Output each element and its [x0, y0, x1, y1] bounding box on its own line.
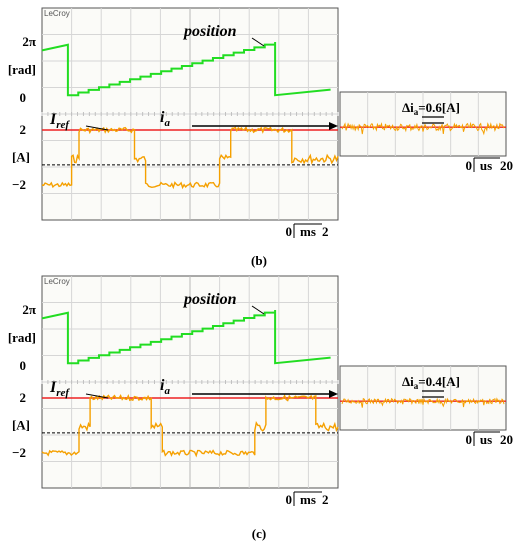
iref-label-sub: ref	[56, 119, 70, 131]
ia-label-sub: a	[164, 385, 170, 397]
iref-arrow	[85, 393, 109, 399]
ia-label-sub: a	[164, 117, 170, 129]
delta-ia-sub: a	[414, 107, 419, 117]
ia-label-main: i	[160, 377, 165, 394]
zoom-time-zero: 0	[466, 158, 473, 173]
position-axis-unit-label: [rad]	[8, 62, 36, 77]
current-axis-bottom-label: −2	[12, 177, 26, 192]
iref-arrow	[85, 125, 109, 131]
zoom-arrow-head	[329, 390, 338, 398]
position-series-label: position	[182, 291, 237, 308]
position-label-arrow	[251, 305, 265, 315]
current-axis-unit-label: [A]	[12, 150, 30, 165]
ia-label: ia	[160, 377, 170, 397]
zoom-current-line	[341, 397, 505, 408]
delta-ia-main: Δi	[402, 100, 414, 115]
iref-label: Iref	[49, 379, 70, 399]
zoom-arrow-head	[329, 122, 338, 130]
current-axis-unit-label: [A]	[12, 418, 30, 433]
current-axis-bottom-label: −2	[12, 445, 26, 460]
panel-caption: (c)	[252, 526, 266, 541]
position-label-arrow	[251, 37, 265, 47]
zoom-time-value: 20	[500, 432, 513, 447]
current-line	[41, 394, 339, 458]
time-scale-value: 2	[322, 492, 329, 507]
delta-ia-label: Δia=0.6[A]	[402, 100, 460, 117]
delta-ia-sub: a	[414, 381, 419, 391]
position-line	[41, 42, 331, 97]
delta-ia-main: Δi	[402, 374, 414, 389]
time-scale-unit: ms	[300, 224, 316, 239]
zoom-time-unit: us	[480, 432, 492, 447]
position-axis-top-label: 2π	[22, 302, 36, 317]
time-scale-value: 2	[322, 224, 329, 239]
time-scale-zero: 0	[286, 492, 293, 507]
iref-label-main: I	[49, 111, 57, 128]
iref-label: Iref	[49, 111, 70, 131]
scope-brand: LeCroy	[44, 9, 70, 18]
current-line	[41, 126, 339, 190]
iref-label-main: I	[49, 379, 57, 396]
zoom-time-value: 20	[500, 158, 513, 173]
zoom-time-unit: us	[480, 158, 492, 173]
position-axis-top-label: 2π	[22, 34, 36, 49]
position-axis-unit-label: [rad]	[8, 330, 36, 345]
position-axis-zero-label: 0	[20, 90, 27, 105]
delta-ia-value: =0.6[A]	[418, 100, 460, 115]
time-scale-unit: ms	[300, 492, 316, 507]
position-axis-zero-label: 0	[20, 358, 27, 373]
iref-label-sub: ref	[56, 387, 70, 399]
delta-ia-label: Δia=0.4[A]	[402, 374, 460, 391]
position-line	[41, 310, 331, 365]
time-scale-zero: 0	[286, 224, 293, 239]
ia-label: ia	[160, 109, 170, 129]
current-axis-top-label: 2	[20, 122, 27, 137]
position-series-label: position	[182, 23, 237, 40]
delta-ia-value: =0.4[A]	[418, 374, 460, 389]
zoom-time-zero: 0	[466, 432, 473, 447]
current-axis-top-label: 2	[20, 390, 27, 405]
panel-caption: (b)	[251, 253, 267, 268]
ia-label-main: i	[160, 109, 165, 126]
scope-brand: LeCroy	[44, 277, 70, 286]
zoom-current-line	[341, 121, 505, 136]
